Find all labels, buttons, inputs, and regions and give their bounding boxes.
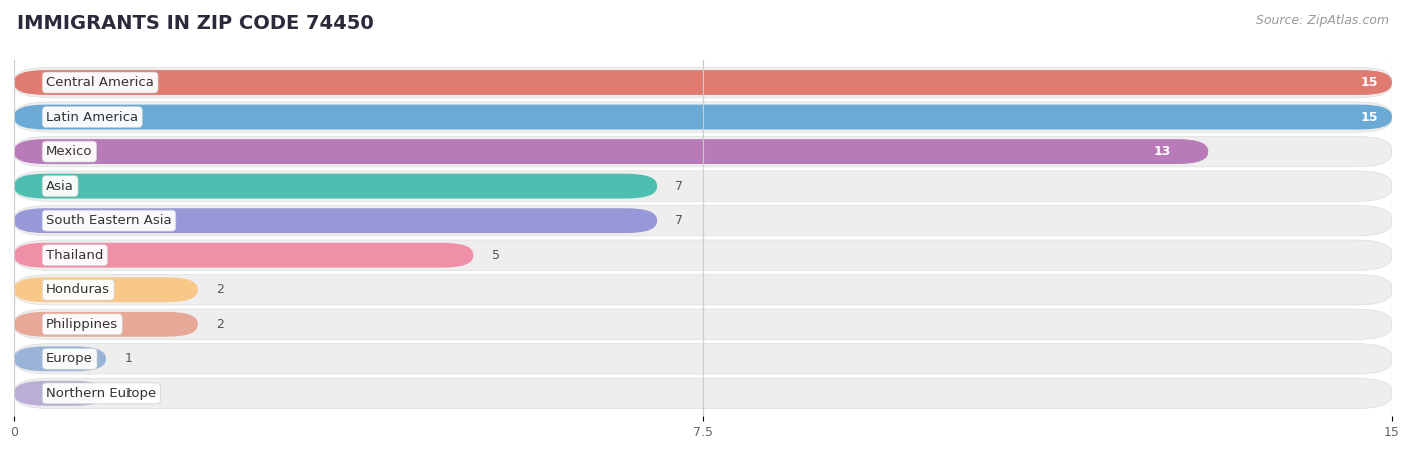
FancyBboxPatch shape: [14, 102, 1392, 132]
FancyBboxPatch shape: [14, 139, 1208, 164]
Text: 15: 15: [1361, 76, 1378, 89]
FancyBboxPatch shape: [14, 240, 1392, 270]
Text: IMMIGRANTS IN ZIP CODE 74450: IMMIGRANTS IN ZIP CODE 74450: [17, 14, 374, 33]
Text: 7: 7: [675, 180, 683, 193]
Text: 15: 15: [1361, 110, 1378, 123]
FancyBboxPatch shape: [14, 206, 1392, 236]
FancyBboxPatch shape: [14, 171, 1392, 201]
Text: Source: ZipAtlas.com: Source: ZipAtlas.com: [1256, 14, 1389, 27]
Text: 2: 2: [217, 283, 224, 296]
Text: 1: 1: [124, 387, 132, 400]
FancyBboxPatch shape: [14, 243, 474, 267]
Text: Europe: Europe: [46, 353, 93, 365]
Text: 13: 13: [1153, 145, 1171, 158]
Text: Thailand: Thailand: [46, 249, 104, 261]
FancyBboxPatch shape: [14, 277, 198, 302]
FancyBboxPatch shape: [14, 346, 105, 371]
FancyBboxPatch shape: [14, 381, 105, 406]
Text: Honduras: Honduras: [46, 283, 110, 296]
FancyBboxPatch shape: [14, 312, 198, 337]
FancyBboxPatch shape: [14, 136, 1392, 167]
FancyBboxPatch shape: [14, 344, 1392, 374]
Text: Philippines: Philippines: [46, 318, 118, 331]
Text: 5: 5: [492, 249, 499, 261]
FancyBboxPatch shape: [14, 67, 1392, 97]
Text: Asia: Asia: [46, 180, 75, 193]
FancyBboxPatch shape: [14, 378, 1392, 408]
Text: Central America: Central America: [46, 76, 155, 89]
FancyBboxPatch shape: [14, 208, 657, 233]
Text: Mexico: Mexico: [46, 145, 93, 158]
Text: Northern Europe: Northern Europe: [46, 387, 156, 400]
FancyBboxPatch shape: [14, 174, 657, 199]
Text: 2: 2: [217, 318, 224, 331]
Text: South Eastern Asia: South Eastern Asia: [46, 214, 172, 227]
Text: 1: 1: [124, 353, 132, 365]
FancyBboxPatch shape: [14, 309, 1392, 340]
FancyBboxPatch shape: [14, 70, 1392, 95]
FancyBboxPatch shape: [14, 104, 1392, 129]
Text: Latin America: Latin America: [46, 110, 138, 123]
FancyBboxPatch shape: [14, 274, 1392, 305]
Text: 7: 7: [675, 214, 683, 227]
